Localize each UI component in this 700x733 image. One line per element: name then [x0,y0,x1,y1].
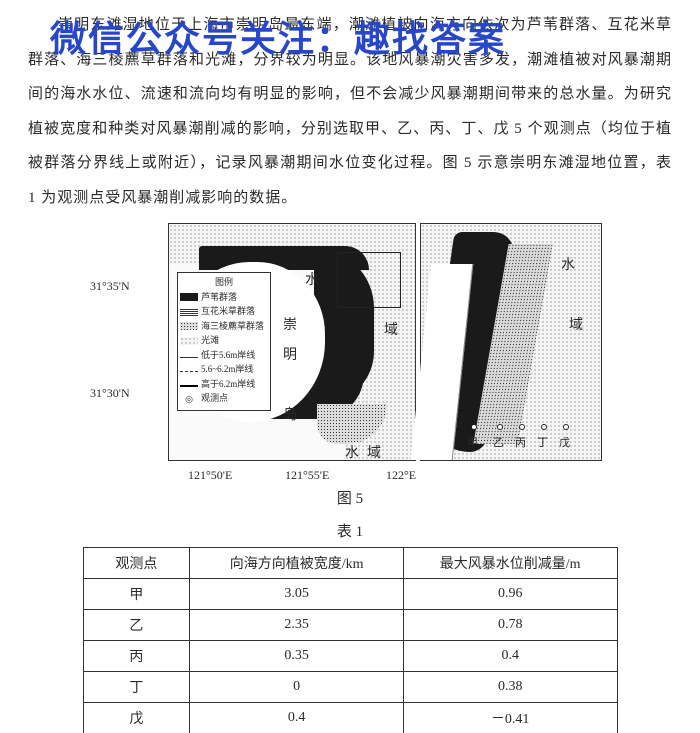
table-row: 甲 3.05 0.96 [83,579,617,610]
th-point: 观测点 [83,548,190,579]
lat-label-2: 31°30'N [90,386,130,401]
legend-label: 高于6.2m岸线 [201,378,255,392]
island-label: 岛 [283,404,297,424]
cell: 0.38 [403,672,617,703]
table-header-row: 观测点 向海方向植被宽度/km 最大风暴水位削减量/m [83,548,617,579]
cell: 0.35 [190,641,404,672]
water-label: 域 [384,319,398,339]
watermark-overlay: 微信公众号关注：趣找答案 [50,10,506,62]
legend-label: 芦苇群落 [201,291,237,305]
cell: 2.35 [190,610,404,641]
cell: 0.4 [190,703,404,733]
legend-title: 图例 [180,276,268,290]
table-row: 乙 2.35 0.78 [83,610,617,641]
water-label-bottom: 水域 [345,442,389,462]
lon-label-1: 121°50'E [188,468,232,483]
marker-label-jia: 甲 [467,434,478,450]
legend-swatch-scirpus [180,322,198,330]
cell: 丙 [83,641,190,672]
marker-label-yi: 乙 [493,434,504,450]
legend-label: 互花米草群落 [201,305,255,319]
legend-swatch-reed [180,293,198,301]
cell: 0 [190,672,404,703]
legend-swatch-point: ◎ [180,395,198,403]
cell: 丁 [83,672,190,703]
table-row: 丁 0 0.38 [83,672,617,703]
island-label: 崇 [283,314,297,334]
legend-label: 观测点 [201,392,228,406]
table-1: 观测点 向海方向植被宽度/km 最大风暴水位削减量/m 甲 3.05 0.96 … [83,547,618,733]
legend-label: 海三棱藨草群落 [201,320,264,334]
figure-5: 31°35'N 31°30'N 水 域 崇 明 岛 水域 图例 芦苇群落 互花米… [90,221,610,481]
map-right-panel: 水 域 甲 乙 丙 丁 戊 [420,223,602,461]
legend-swatch-bareflat [180,337,198,345]
marker-wu [563,424,569,430]
table-row: 戊 0.4 －0.41 [83,703,617,733]
lon-label-3: 122°E [386,468,416,483]
cell: 0.78 [403,610,617,641]
marker-label-wu: 戊 [559,434,570,450]
legend-box: 图例 芦苇群落 互花米草群落 海三棱藨草群落 光滩 低于5.6m岸线 5.6~6… [177,272,271,411]
cell: －0.41 [403,703,617,733]
legend-swatch-spartina [180,308,198,316]
cell: 0.4 [403,641,617,672]
legend-label: 5.6~6.2m岸线 [201,363,253,377]
legend-swatch-line-mid [180,371,198,372]
marker-jia [471,424,477,430]
water-label: 水 [305,269,319,289]
th-width: 向海方向植被宽度/km [190,548,404,579]
cell: 乙 [83,610,190,641]
legend-label: 光滩 [201,334,219,348]
cell: 0.96 [403,579,617,610]
cell: 戊 [83,703,190,733]
marker-label-ding: 丁 [537,434,548,450]
island-label: 明 [283,344,297,364]
map-left-panel: 水 域 崇 明 岛 水域 图例 芦苇群落 互花米草群落 海三棱藨草群落 光滩 低… [168,223,416,461]
legend-swatch-line-low [180,357,198,358]
legend-label: 低于5.6m岸线 [201,349,255,363]
marker-label-bing: 丙 [515,434,526,450]
table-caption: 表 1 [28,520,672,541]
th-reduction: 最大风暴水位削减量/m [403,548,617,579]
lat-label-1: 31°35'N [90,279,130,294]
lon-label-2: 121°55'E [285,468,329,483]
cell: 甲 [83,579,190,610]
water-label: 水 [561,254,575,274]
marker-ding [541,424,547,430]
cell: 3.05 [190,579,404,610]
table-row: 丙 0.35 0.4 [83,641,617,672]
water-label: 域 [569,314,583,334]
legend-swatch-line-high [180,385,198,387]
marker-yi [497,424,503,430]
marker-bing [519,424,525,430]
figure-caption: 图 5 [28,487,672,508]
